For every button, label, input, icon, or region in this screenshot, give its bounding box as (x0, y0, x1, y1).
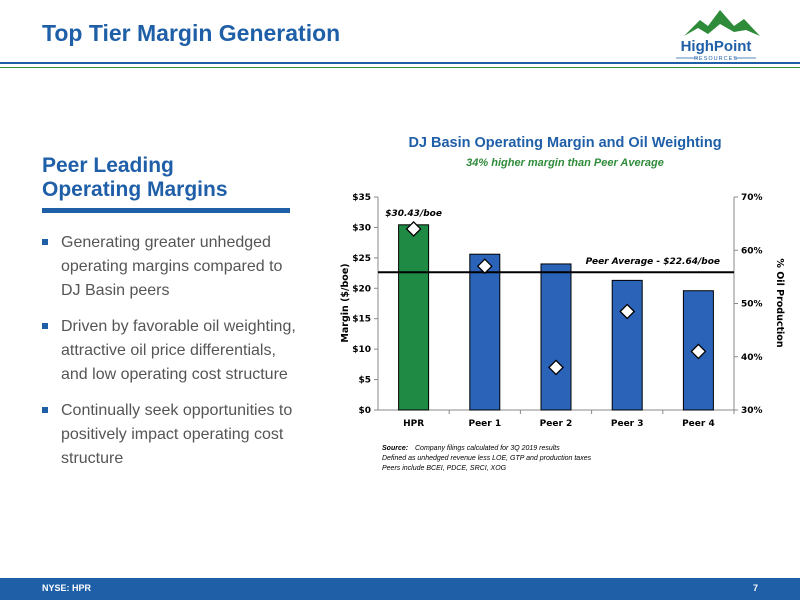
footer-bar: NYSE: HPR 7 (0, 578, 800, 600)
y-tick-label: $35 (352, 193, 371, 203)
chart-title: DJ Basin Operating Margin and Oil Weight… (408, 135, 721, 151)
bullet-text: Continually seek opportunities to positi… (61, 402, 293, 467)
x-tick-label: Peer 1 (468, 419, 501, 429)
bullet-text: Generating greater unhedged operating ma… (61, 234, 283, 299)
margin-chart: DJ Basin Operating Margin and Oil Weight… (340, 135, 785, 472)
source-text: Company filings calculated for 3Q 2019 r… (415, 445, 560, 452)
y-tick-label: $20 (352, 284, 371, 294)
oil-weighting-marker (619, 303, 636, 320)
heading-underline (42, 208, 290, 213)
bullet-item: Generating greater unhedged operating ma… (42, 231, 297, 303)
chart-note: Defined as unhedged revenue less LOE, GT… (382, 455, 592, 462)
bar-hpr (398, 224, 430, 411)
y2-axis-label: % Oil Production (774, 258, 785, 347)
title-rule-green (0, 67, 800, 68)
y2-tick-label: 30% (741, 406, 763, 416)
y2-tick-label: 70% (741, 193, 763, 203)
chart-note: Peers include BCEI, PDCE, SRCI, XOG (382, 465, 507, 472)
footer-ticker: NYSE: HPR (42, 583, 92, 593)
bar-peer-3 (611, 279, 643, 411)
peer-average-label: Peer Average - $22.64/boe (586, 257, 720, 267)
y-tick-label: $0 (358, 406, 371, 416)
y2-tick-label: 60% (741, 246, 763, 256)
bar-peer-2 (540, 263, 572, 411)
title-rule-blue (0, 62, 800, 64)
source-label: Source: (382, 445, 408, 452)
chart-subtitle: 34% higher margin than Peer Average (466, 157, 664, 169)
x-tick-label: Peer 2 (540, 419, 573, 429)
logo-name: HighPoint (681, 38, 752, 55)
x-tick-label: Peer 3 (611, 419, 644, 429)
oil-weighting-marker (548, 359, 564, 376)
oil-weighting-marker (690, 343, 707, 360)
y2-tick-label: 40% (741, 353, 763, 363)
oil-weighting-marker (405, 221, 422, 237)
y-tick-label: $5 (358, 376, 371, 386)
highpoint-logo: HighPoint RESOURCES (676, 10, 760, 62)
y2-tick-label: 50% (741, 300, 763, 310)
section-heading: Peer Leading Operating Margins (42, 154, 228, 202)
slide-title: Top Tier Margin Generation (42, 20, 341, 46)
y-tick-label: $25 (352, 254, 371, 264)
logo-tagline: RESOURCES (694, 56, 738, 62)
section-heading-line1: Peer Leading (42, 154, 174, 177)
y-tick-label: $10 (352, 345, 371, 355)
bullet-list: Generating greater unhedged operating ma… (42, 231, 297, 483)
y-tick-label: $30 (352, 223, 371, 233)
y-tick-label: $15 (352, 315, 371, 325)
x-tick-label: Peer 4 (682, 419, 715, 429)
bullet-square-icon (42, 407, 48, 413)
bullet-item: Continually seek opportunities to positi… (42, 399, 297, 471)
y-axis-label: Margin ($/boe) (340, 263, 351, 342)
bullet-item: Driven by favorable oil weighting, attra… (42, 315, 297, 387)
section-heading-line2: Operating Margins (42, 178, 228, 201)
mountain-icon (684, 10, 760, 36)
hpr-bar-value-label: $30.43/boe (385, 209, 442, 219)
bullet-text: Driven by favorable oil weighting, attra… (61, 318, 296, 383)
bar-peer-1 (469, 253, 501, 411)
x-tick-label: HPR (403, 419, 424, 429)
oil-weighting-marker (476, 258, 493, 275)
page-number: 7 (752, 583, 758, 593)
bullet-square-icon (42, 239, 48, 245)
bullet-square-icon (42, 323, 48, 329)
